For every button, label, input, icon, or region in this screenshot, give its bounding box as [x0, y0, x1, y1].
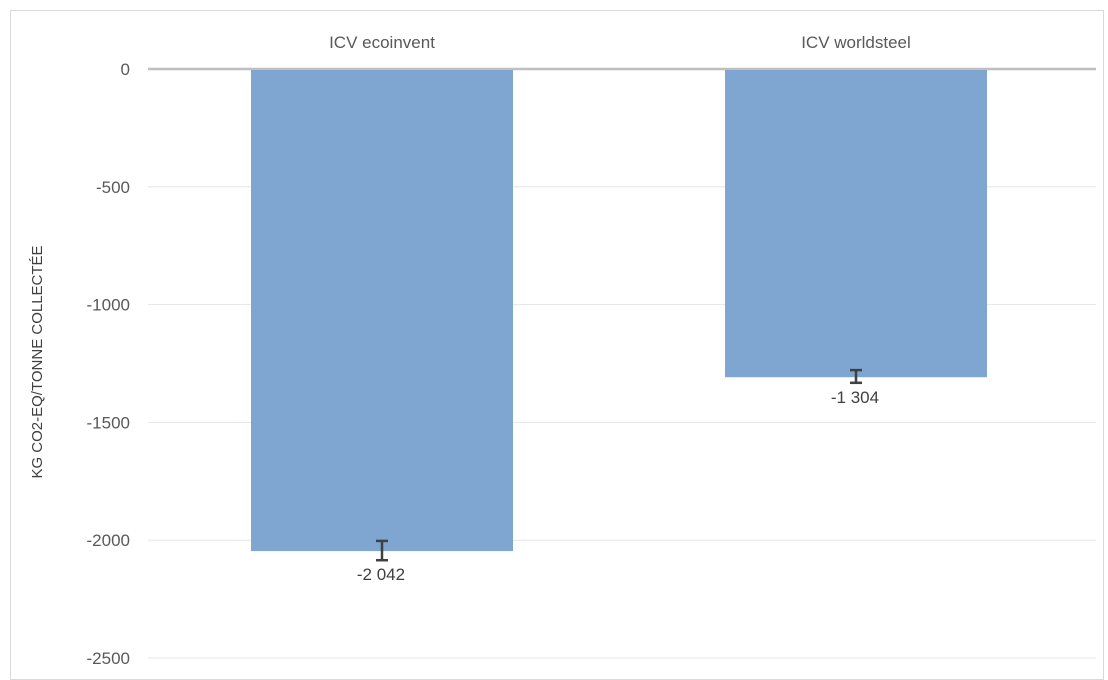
y-tick-label: -1000 [87, 296, 130, 315]
y-tick-label: -2000 [87, 531, 130, 550]
y-tick-label: -2500 [87, 649, 130, 668]
data-label: -2 042 [357, 565, 405, 584]
bar [725, 70, 987, 378]
category-label: ICV ecoinvent [329, 33, 435, 52]
category-label: ICV worldsteel [801, 33, 911, 52]
y-tick-label: 0 [121, 60, 130, 79]
y-axis-title: KG CO2-EQ/TONNE COLLECTÉE [29, 245, 46, 478]
data-label: -1 304 [831, 388, 879, 407]
bar [251, 70, 513, 552]
y-tick-label: -500 [96, 178, 130, 197]
y-tick-label: -1500 [87, 413, 130, 432]
